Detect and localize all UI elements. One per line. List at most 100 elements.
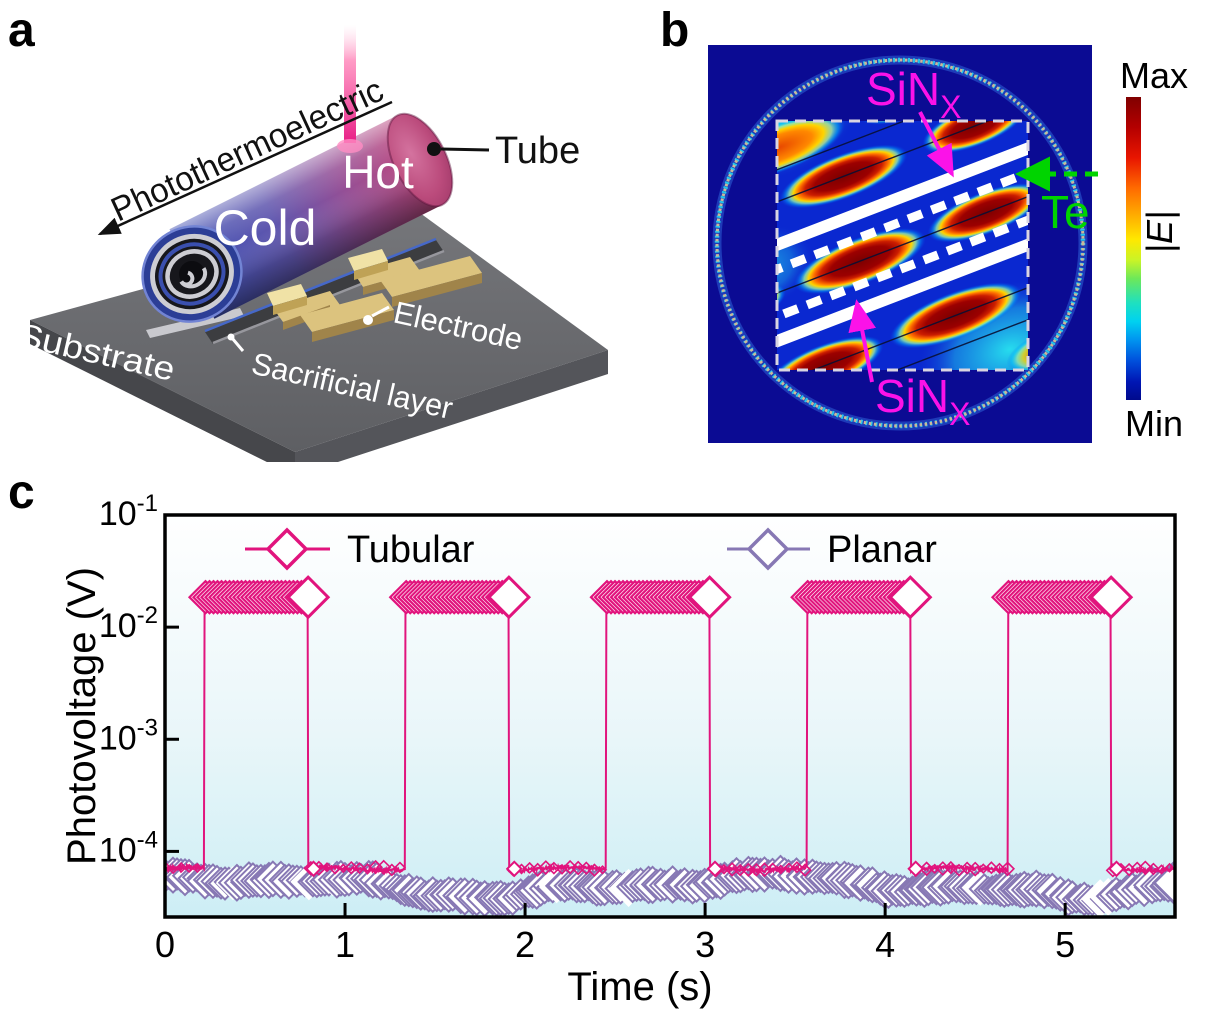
- tubular-baseline-marker: [579, 861, 594, 875]
- tubular-baseline-marker: [530, 862, 545, 877]
- tubular-baseline-marker: [376, 859, 392, 875]
- tubular-fall-marker: [907, 860, 925, 878]
- tubular-fall-marker: [505, 860, 523, 878]
- tubular-baseline-marker: [1000, 861, 1016, 877]
- tube-roll-face: [141, 225, 243, 323]
- colorbar-max-label: Max: [1120, 55, 1188, 96]
- tubular-baseline-marker: [538, 860, 554, 876]
- tubular-pulse-end-marker: [1088, 575, 1134, 620]
- sacrificial-pointer-line: [230, 337, 245, 352]
- tubular-baseline-marker: [175, 861, 187, 874]
- tubular-baseline-marker: [587, 863, 602, 877]
- planar-series: [165, 854, 1175, 917]
- tubular-baseline-marker: [798, 863, 812, 877]
- tube-pointer-dot: [427, 142, 441, 156]
- substrate-front-face: [30, 320, 295, 462]
- tubular-pulse-end-marker: [285, 575, 331, 620]
- tubular-baseline-marker: [775, 864, 786, 875]
- panel-b: SiNX Te SiNX Max Min |E| b: [660, 4, 1188, 444]
- tubular-baseline-marker: [919, 861, 935, 877]
- electrode-left: [267, 284, 394, 342]
- tubular-pulse-end-marker: [687, 575, 732, 620]
- laser-spot: [337, 139, 363, 153]
- tubular-baseline-marker: [393, 861, 407, 874]
- tubular-pulse-end-marker: [888, 575, 933, 620]
- y-tick-label: 10-2: [99, 602, 158, 645]
- tubular-baseline-marker: [944, 860, 958, 875]
- colorbar: [1126, 97, 1141, 400]
- y-axis-title: Photovoltage (V): [60, 567, 104, 865]
- panel-c-chart: c 0 1 2 3 4 5 10-1 10-2 10-3 10-4 Time (s) Photovol…: [8, 466, 1177, 1009]
- sin-top-label: SiNX: [866, 63, 961, 125]
- sin-top-arrow: [918, 111, 954, 178]
- legend-marker-tubular: [265, 527, 309, 571]
- tubular-baseline-marker: [1156, 864, 1167, 875]
- legend-marker-planar: [746, 527, 790, 571]
- tube-label: Tube: [495, 130, 580, 172]
- tubular-fall-marker: [1108, 860, 1125, 878]
- tubular-baseline-marker: [724, 862, 740, 877]
- panel-a: Photothermoelectric Hot Cold Tube Electr…: [8, 4, 608, 462]
- tubular-fall-marker: [305, 860, 322, 878]
- x-tick-label: 1: [335, 924, 355, 965]
- colorbar-quantity-label: |E|: [1139, 211, 1180, 254]
- x-tick-label: 0: [155, 924, 175, 965]
- y-tick-label: 10-1: [99, 490, 158, 533]
- tubular-baseline-marker: [353, 862, 366, 875]
- legend-label-tubular: Tubular: [347, 529, 475, 571]
- sin-bottom-sub: X: [949, 396, 970, 432]
- x-tick-label: 5: [1055, 924, 1075, 965]
- electrode-pointer-dot: [363, 315, 373, 325]
- substrate-right-face: [295, 350, 608, 462]
- panel-c-letter: c: [8, 466, 35, 519]
- tubular-baseline-marker: [790, 861, 804, 874]
- tubular-baseline-marker: [168, 864, 178, 875]
- tubular-fall-marker: [706, 860, 724, 878]
- tubular-baseline-marker: [767, 862, 778, 872]
- y-tick-label: 10-3: [99, 714, 158, 757]
- hot-label: Hot: [342, 146, 414, 198]
- sin-top-text: SiN: [866, 63, 940, 115]
- cold-label: Cold: [214, 200, 317, 256]
- tubular-baseline-marker: [184, 863, 195, 874]
- panel-b-letter: b: [660, 4, 689, 57]
- tubular-baseline-marker: [321, 862, 333, 873]
- electrode-right: [348, 249, 482, 307]
- x-axis-title: Time (s): [567, 965, 712, 1009]
- photothermoelectric-arrow: [97, 100, 393, 236]
- chart-frame: [163, 513, 1177, 919]
- te-label: Te: [1041, 186, 1090, 238]
- legend-label-planar: Planar: [827, 529, 937, 571]
- tubular-baseline-marker: [597, 865, 608, 875]
- membrane-blue-edge: [204, 237, 437, 333]
- tubular-baseline-marker: [783, 862, 795, 874]
- tubular-baseline-marker: [192, 862, 203, 874]
- tubular-baseline-marker: [523, 861, 536, 874]
- plot-background: [165, 515, 1175, 917]
- tubular-baseline-marker: [547, 861, 561, 875]
- panel-a-letter: a: [8, 4, 35, 57]
- tubular-baseline-marker: [984, 861, 998, 875]
- y-tick-label: 10-4: [99, 826, 158, 869]
- tubular-series: [165, 575, 1175, 878]
- laser-beam: [344, 25, 356, 143]
- tube-ring-wall: [715, 58, 1085, 428]
- x-tick-label: 2: [515, 924, 535, 965]
- electrode-pointer-line: [371, 305, 390, 318]
- sin-bottom-text: SiN: [875, 370, 949, 422]
- sin-bottom-label: SiNX: [875, 370, 970, 432]
- sin-bottom-arrow: [848, 299, 876, 383]
- tubular-baseline-marker: [1164, 862, 1175, 873]
- x-tick-label: 4: [875, 924, 895, 965]
- tubular-baseline-marker: [967, 861, 983, 877]
- x-tick-label: 3: [695, 924, 715, 965]
- colorbar-min-label: Min: [1125, 403, 1183, 444]
- tubular-baseline-marker: [165, 861, 172, 874]
- tubular-baseline-marker: [330, 864, 341, 875]
- tubular-baseline-marker: [1137, 860, 1153, 876]
- tube-hot-cap: [387, 113, 453, 207]
- tube-pointer-line: [440, 147, 490, 152]
- tubular-baseline-marker: [1146, 862, 1160, 876]
- tubular-baseline-marker: [344, 860, 359, 875]
